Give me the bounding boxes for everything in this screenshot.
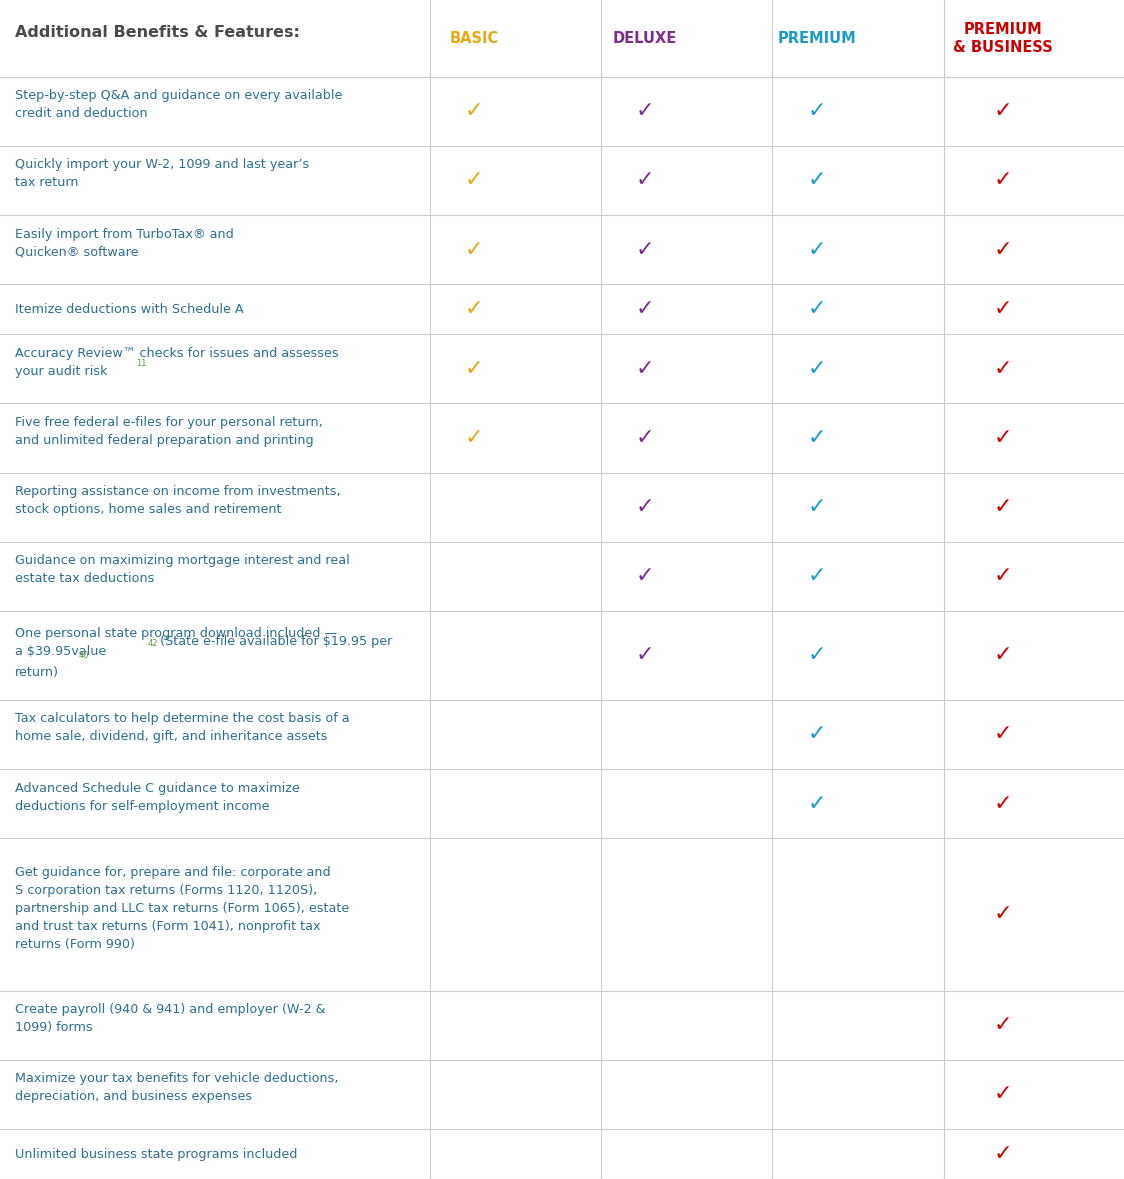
Text: ✓: ✓ — [808, 498, 826, 518]
Text: ✓: ✓ — [636, 428, 654, 448]
Text: ✓: ✓ — [636, 567, 654, 587]
Text: ✓: ✓ — [465, 101, 483, 121]
Text: ✓: ✓ — [636, 498, 654, 518]
Text: ✓: ✓ — [994, 171, 1012, 191]
Text: Unlimited business state programs included: Unlimited business state programs includ… — [15, 1147, 297, 1160]
Text: ✓: ✓ — [465, 239, 483, 259]
Text: (State e-file available for $19.95 per: (State e-file available for $19.95 per — [156, 635, 392, 648]
Text: ✓: ✓ — [636, 171, 654, 191]
Text: ✓: ✓ — [994, 239, 1012, 259]
Text: ✓: ✓ — [994, 724, 1012, 744]
Text: ✓: ✓ — [994, 567, 1012, 587]
Text: ✓: ✓ — [808, 646, 826, 665]
Text: Five free federal e-files for your personal return,
and unlimited federal prepar: Five free federal e-files for your perso… — [15, 416, 323, 447]
Text: ✓: ✓ — [994, 428, 1012, 448]
Text: Easily import from TurboTax® and
Quicken® software: Easily import from TurboTax® and Quicken… — [15, 228, 234, 258]
Text: ✓: ✓ — [808, 101, 826, 121]
Text: Guidance on maximizing mortgage interest and real
estate tax deductions: Guidance on maximizing mortgage interest… — [15, 554, 350, 586]
Text: Create payroll (940 & 941) and employer (W-2 &
1099) forms: Create payroll (940 & 941) and employer … — [15, 1003, 325, 1034]
Text: BASIC: BASIC — [450, 31, 499, 46]
Text: ✓: ✓ — [994, 904, 1012, 924]
Text: ✓: ✓ — [808, 428, 826, 448]
Text: 11: 11 — [136, 358, 146, 368]
Text: ✓: ✓ — [808, 299, 826, 320]
Text: ✓: ✓ — [465, 171, 483, 191]
Text: ✓: ✓ — [808, 358, 826, 378]
Text: ✓: ✓ — [808, 793, 826, 814]
Text: 42: 42 — [147, 639, 157, 648]
Text: ✓: ✓ — [994, 1144, 1012, 1164]
Text: 40: 40 — [79, 651, 89, 660]
Text: PREMIUM
& BUSINESS: PREMIUM & BUSINESS — [953, 22, 1052, 54]
Text: One personal state program download included —
a $39.95value: One personal state program download incl… — [15, 627, 337, 658]
Text: Maximize your tax benefits for vehicle deductions,
depreciation, and business ex: Maximize your tax benefits for vehicle d… — [15, 1073, 338, 1104]
Text: ✓: ✓ — [465, 428, 483, 448]
Text: ✓: ✓ — [808, 567, 826, 587]
Text: ✓: ✓ — [636, 299, 654, 320]
Text: Additional Benefits & Features:: Additional Benefits & Features: — [15, 25, 299, 40]
Text: ✓: ✓ — [994, 1085, 1012, 1105]
Text: Step-by-step Q&A and guidance on every available
credit and deduction: Step-by-step Q&A and guidance on every a… — [15, 90, 342, 120]
Text: ✓: ✓ — [808, 724, 826, 744]
Text: ✓: ✓ — [636, 358, 654, 378]
Text: Accuracy Review™ checks for issues and assesses
your audit risk: Accuracy Review™ checks for issues and a… — [15, 347, 338, 377]
Text: ✓: ✓ — [808, 171, 826, 191]
Text: ✓: ✓ — [994, 101, 1012, 121]
Text: Itemize deductions with Schedule A: Itemize deductions with Schedule A — [15, 303, 243, 316]
Text: ✓: ✓ — [636, 646, 654, 665]
Text: PREMIUM: PREMIUM — [778, 31, 856, 46]
Text: Quickly import your W-2, 1099 and last year’s
tax return: Quickly import your W-2, 1099 and last y… — [15, 158, 309, 190]
Text: ✓: ✓ — [808, 239, 826, 259]
Text: ✓: ✓ — [994, 358, 1012, 378]
Text: DELUXE: DELUXE — [613, 31, 678, 46]
Text: ✓: ✓ — [994, 498, 1012, 518]
Text: ✓: ✓ — [636, 101, 654, 121]
Text: return): return) — [15, 666, 58, 679]
Text: Get guidance for, prepare and file: corporate and
S corporation tax returns (For: Get guidance for, prepare and file: corp… — [15, 865, 348, 950]
Text: ✓: ✓ — [994, 793, 1012, 814]
Text: ✓: ✓ — [465, 358, 483, 378]
Text: ✓: ✓ — [994, 1015, 1012, 1035]
Text: Reporting assistance on income from investments,
stock options, home sales and r: Reporting assistance on income from inve… — [15, 486, 341, 516]
Text: ✓: ✓ — [636, 239, 654, 259]
Text: Advanced Schedule C guidance to maximize
deductions for self-employment income: Advanced Schedule C guidance to maximize… — [15, 782, 299, 812]
Text: ✓: ✓ — [994, 646, 1012, 665]
Text: ✓: ✓ — [465, 299, 483, 320]
Text: Tax calculators to help determine the cost basis of a
home sale, dividend, gift,: Tax calculators to help determine the co… — [15, 712, 350, 743]
Text: ✓: ✓ — [994, 299, 1012, 320]
